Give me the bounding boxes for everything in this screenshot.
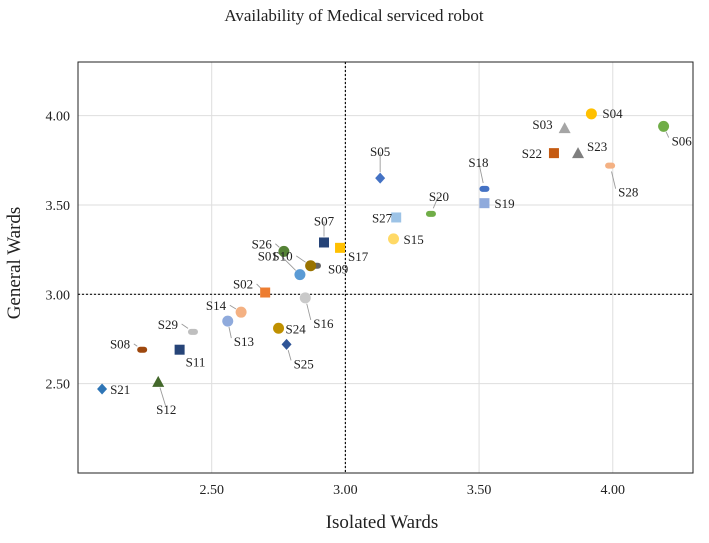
chart-title: Availability of Medical serviced robot [224,6,484,25]
point-s19-marker [479,198,490,209]
point-s12-label: S12 [156,402,176,417]
point-s22-label: S22 [522,146,542,161]
point-s14-marker [235,306,247,318]
point-s07-label: S07 [314,213,335,228]
point-s26-label: S26 [252,236,273,251]
point-s27-marker [391,212,402,223]
point-s11-marker [174,344,185,355]
y-tick-label: 3.50 [46,199,71,214]
point-s13-marker [222,315,234,327]
point-s25-leader [287,349,292,361]
point-s06-leader [665,131,670,138]
point-s16-leader [306,303,312,321]
point-s26-leader [275,243,280,248]
plot-frame [77,61,694,474]
y-tick-label: 2.50 [46,378,71,393]
data-points [97,108,670,395]
point-s27-label: S27 [372,210,393,225]
point-s03-marker [558,122,571,134]
y-tick-labels: 2.50 3.00 3.50 4.00 [46,110,71,393]
point-s05-marker [375,172,386,184]
point-s13-label: S13 [234,334,254,349]
point-s24-label: S24 [286,321,307,336]
x-axis-label: Isolated Wards [326,512,439,533]
point-s21-marker [97,383,108,395]
point-s20-label: S20 [429,189,449,204]
point-s25-marker [281,338,292,350]
point-s08-leader [133,343,138,347]
point-s03-label: S03 [532,117,552,132]
point-s02-label: S02 [233,277,253,292]
point-s01-label: S01 [258,249,278,264]
label-leader-lines [133,131,670,407]
point-s28-marker [605,162,616,169]
x-tick-label: 4.00 [601,483,626,498]
point-s20-marker [425,210,436,217]
point-s18-leader [478,162,484,184]
point-s04-label: S04 [602,106,623,121]
point-labels: S01 S02 S03 S04 S05 S06 S07 S08 S09 S10 S11 S12 S13 S… [110,106,692,417]
point-s08-label: S08 [110,337,130,352]
point-s29-marker [187,328,198,335]
point-s11-label: S11 [186,355,206,370]
x-tick-label: 3.50 [467,483,492,498]
point-s23-marker [572,147,585,159]
point-s05-label: S05 [370,144,390,159]
point-s14-leader [229,304,237,310]
point-s06-label: S06 [672,133,693,148]
point-s29-label: S29 [158,317,178,332]
point-s16-label: S16 [313,316,334,331]
y-tick-label: 3.00 [46,288,71,303]
point-s01-marker [294,269,306,281]
point-s15-marker [388,233,400,245]
y-tick-label: 4.00 [46,110,71,125]
point-s25-label: S25 [294,356,314,371]
point-s24-marker [273,322,285,334]
point-s12-marker [152,375,165,387]
point-s12-leader [159,387,167,407]
point-s08-marker [137,346,148,353]
point-s20-leader [432,196,439,209]
point-s14-label: S14 [206,298,227,313]
point-s17-label: S17 [348,249,369,264]
point-s10-label: S10 [272,249,292,264]
point-s19-label: S19 [494,196,514,211]
point-s29-leader [181,323,189,329]
point-s17-marker [335,242,346,253]
point-s06-marker [658,120,670,132]
x-tick-label: 2.50 [199,483,224,498]
point-s28-leader [611,171,617,189]
reference-lines [78,62,693,473]
point-s23-label: S23 [587,139,607,154]
point-s16-marker [299,292,311,304]
point-s09-label: S09 [328,262,348,277]
x-tick-labels: 2.50 3.00 3.50 4.00 [199,483,625,498]
point-s26-marker [278,245,290,257]
point-s04-marker [585,108,597,120]
point-s10-leader [296,255,306,263]
x-tick-label: 3.00 [333,483,358,498]
point-s01-leader [281,255,297,271]
point-s28-label: S28 [618,185,638,200]
point-s18-marker [479,185,490,192]
point-s22-marker [548,148,559,159]
point-s10-marker [305,260,317,272]
point-s21-label: S21 [110,382,130,397]
point-s13-leader [228,326,232,339]
point-s18-label: S18 [468,155,488,170]
point-s02-marker [260,287,271,298]
point-s07-marker [319,237,329,248]
y-axis-label: General Wards [4,207,25,320]
point-s15-label: S15 [404,232,424,247]
